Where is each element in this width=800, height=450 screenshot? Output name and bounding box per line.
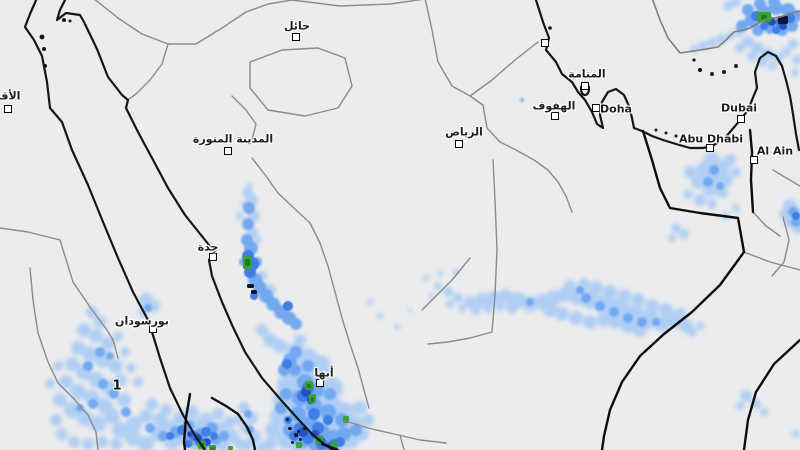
precipitation-layer — [45, 0, 800, 450]
map-annotation: 1 — [112, 378, 122, 394]
coastlines-group — [23, 0, 800, 450]
country-borders-group — [182, 128, 800, 450]
iran-coastline — [651, 0, 800, 54]
islands-group — [39, 18, 738, 142]
